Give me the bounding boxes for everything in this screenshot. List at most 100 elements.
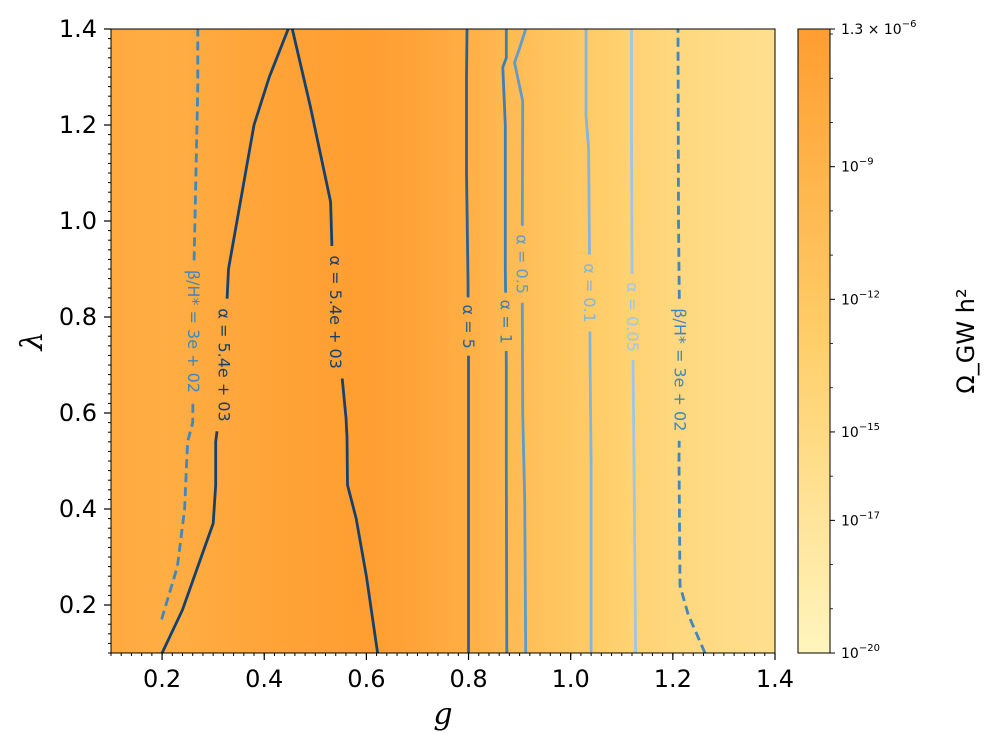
- heatmap-cell: [153, 29, 157, 653]
- heatmap-cell: [536, 29, 540, 653]
- heatmap-cell: [606, 29, 610, 653]
- heatmap-cell: [354, 29, 359, 653]
- heatmap-cell: [370, 29, 374, 653]
- heatmap-cell: [362, 29, 366, 653]
- heatmap-cell: [317, 29, 321, 653]
- heatmap-cell: [568, 29, 572, 653]
- heatmap-cell: [400, 29, 404, 653]
- heatmap-cell: [654, 29, 658, 653]
- heatmap-cell: [689, 29, 693, 653]
- heatmap-cell: [450, 29, 454, 653]
- heatmap-cell: [138, 29, 142, 653]
- heatmap-cell: [116, 29, 120, 653]
- heatmap-cell: [762, 29, 766, 653]
- heatmap-cell: [224, 29, 228, 653]
- x-tick-label: 1.0: [552, 665, 590, 693]
- heatmap-cell: [163, 29, 167, 653]
- heatmap-cell: [681, 29, 686, 653]
- heatmap-cell: [344, 29, 349, 653]
- heatmap-cell: [717, 29, 721, 653]
- heatmap-cell: [734, 29, 738, 653]
- heatmap-cell: [246, 29, 250, 653]
- heatmap-cell: [216, 29, 220, 653]
- colorbar-tick-label: 10−12: [841, 289, 880, 308]
- heatmap-cell: [402, 29, 406, 653]
- heatmap-cell: [553, 29, 557, 653]
- heatmap-cell: [307, 29, 311, 653]
- heatmap-field: [111, 29, 775, 653]
- heatmap-cell: [118, 29, 122, 653]
- heatmap-cell: [352, 29, 356, 653]
- heatmap-cell: [614, 29, 618, 653]
- contour-label: α = 1: [496, 300, 515, 344]
- heatmap-cell: [319, 29, 323, 653]
- heatmap-cell: [292, 29, 296, 653]
- heatmap-cell: [546, 29, 550, 653]
- heatmap-cell: [764, 29, 769, 653]
- heatmap-cell: [279, 29, 283, 653]
- heatmap-cell: [397, 29, 401, 653]
- heatmap-cell: [666, 29, 670, 653]
- contour-line: [290, 29, 334, 246]
- heatmap-cell: [410, 29, 414, 653]
- heatmap-cell: [430, 29, 434, 653]
- heatmap-cell: [148, 29, 152, 653]
- heatmap-cell: [523, 29, 527, 653]
- contour-label: β/H* = 3e + 02: [184, 270, 203, 393]
- heatmap-cell: [712, 29, 716, 653]
- heatmap-cell: [669, 29, 673, 653]
- heatmap-cell: [277, 29, 281, 653]
- heatmap-cell: [365, 29, 369, 653]
- heatmap-cell: [339, 29, 343, 653]
- heatmap-cell: [382, 29, 386, 653]
- heatmap-cell: [576, 29, 580, 653]
- heatmap-cell: [583, 29, 587, 653]
- heatmap-cell: [299, 29, 303, 653]
- heatmap-cell: [395, 29, 399, 653]
- heatmap-cell: [463, 29, 467, 653]
- y-axis-label: λ: [15, 331, 50, 351]
- heatmap-cell: [241, 29, 245, 653]
- heatmap-cell: [493, 29, 497, 653]
- heatmap-cell: [646, 29, 650, 653]
- heatmap-cell: [322, 29, 326, 653]
- heatmap-cell: [194, 29, 198, 653]
- contour-line: [677, 440, 707, 653]
- heatmap-cell: [571, 29, 575, 653]
- contour-line: [465, 29, 470, 298]
- heatmap-cell: [168, 29, 172, 653]
- heatmap-cell: [603, 29, 608, 653]
- heatmap-cell: [591, 29, 595, 653]
- heatmap-cell: [694, 29, 698, 653]
- heatmap-cell: [261, 29, 266, 653]
- heatmap-cell: [128, 29, 132, 653]
- heatmap-cell: [236, 29, 240, 653]
- y-tick-label: 1.0: [59, 207, 97, 235]
- heatmap-cell: [420, 29, 424, 653]
- heatmap-cell: [158, 29, 162, 653]
- contour-line: [588, 331, 593, 653]
- heatmap-cell: [659, 29, 663, 653]
- heatmap-cell: [146, 29, 150, 653]
- y-tick-label: 1.4: [59, 15, 97, 43]
- heatmap-cell: [219, 29, 223, 653]
- heatmap-cell: [702, 29, 706, 653]
- heatmap-cell: [465, 29, 469, 653]
- heatmap-cell: [631, 29, 635, 653]
- heatmap-cell: [425, 29, 429, 653]
- heatmap-cell: [581, 29, 585, 653]
- heatmap-cell: [737, 29, 741, 653]
- heatmap-cell: [684, 29, 688, 653]
- heatmap-cell: [121, 29, 125, 653]
- heatmap-cell: [651, 29, 655, 653]
- heatmap-cell: [304, 29, 308, 653]
- heatmap-cell: [332, 29, 336, 653]
- heatmap-cell: [671, 29, 675, 653]
- heatmap-cell: [526, 29, 530, 653]
- heatmap-cell: [407, 29, 411, 653]
- heatmap-cell: [342, 29, 346, 653]
- heatmap-cell: [266, 29, 271, 653]
- heatmap-cell: [772, 29, 775, 653]
- heatmap-cell: [707, 29, 711, 653]
- heatmap-cell: [432, 29, 437, 653]
